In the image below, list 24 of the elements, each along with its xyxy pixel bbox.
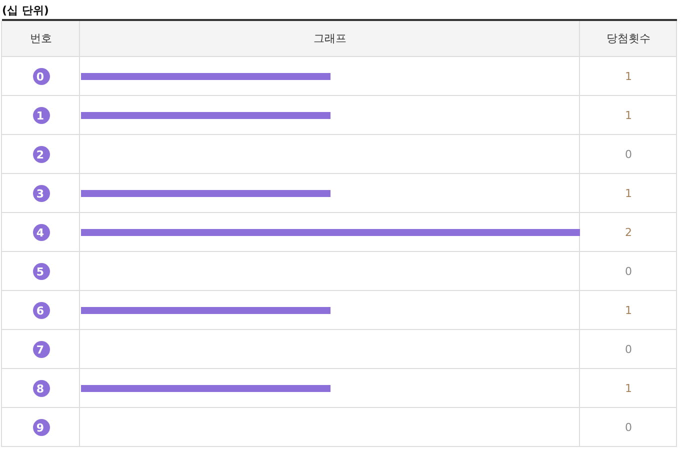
y-tick-label: 1 (36, 109, 44, 122)
data-label: 1 (625, 382, 632, 395)
y-tick-label: 2 (36, 148, 44, 162)
y-tick-label: 4 (36, 226, 44, 240)
y-tick-label: 9 (36, 421, 44, 434)
y-tick-label: 0 (36, 70, 44, 84)
data-label: 0 (625, 265, 632, 278)
data-label: 1 (625, 304, 632, 317)
data-label: 0 (625, 343, 632, 356)
chart-title: (십 단위) (2, 3, 49, 18)
data-label: 1 (625, 70, 632, 83)
data-label: 0 (625, 148, 632, 161)
y-axis-title: 번호 (30, 31, 52, 46)
y-tick-label: 5 (36, 265, 44, 278)
data-label: 1 (625, 109, 632, 122)
y-tick-label: 8 (36, 382, 44, 396)
y-tick-label: 6 (36, 304, 44, 318)
data-label: 1 (625, 187, 632, 200)
text: 당첨횟수 (606, 31, 650, 46)
data-label: 2 (625, 226, 632, 239)
y-tick-label: 3 (36, 187, 44, 200)
y-tick-label: 7 (36, 343, 44, 356)
data-label: 0 (625, 421, 632, 434)
x-axis-title: 그래프 (314, 31, 346, 46)
